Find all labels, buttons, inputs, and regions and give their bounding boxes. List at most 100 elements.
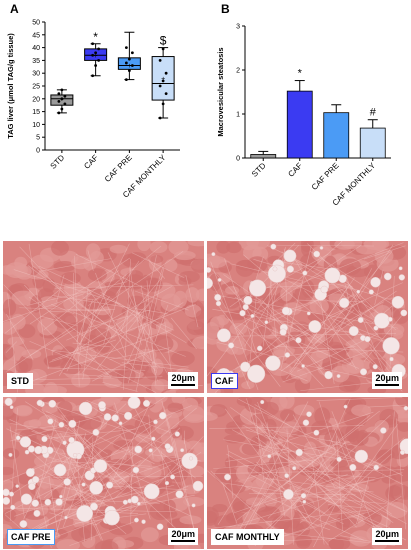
scale-bar: 20μm <box>372 372 402 389</box>
panel-b-letter: B <box>221 2 230 16</box>
fat-vacuole <box>191 503 196 508</box>
significance-marker: * <box>93 30 98 44</box>
y-tick-label: 1 <box>236 112 240 119</box>
data-point <box>161 47 165 51</box>
fat-vacuole <box>118 421 123 426</box>
fat-vacuole <box>302 419 310 426</box>
data-point <box>161 102 165 106</box>
fat-vacuole <box>159 411 167 420</box>
fat-vacuole <box>103 413 112 421</box>
fat-vacuole <box>211 252 216 257</box>
fat-vacuole <box>359 368 368 376</box>
fat-vacuole <box>148 448 153 453</box>
fat-vacuole <box>8 452 13 457</box>
fat-vacuole <box>286 265 294 273</box>
fat-vacuole <box>34 445 43 455</box>
fat-vacuole <box>250 314 255 318</box>
fat-vacuole <box>368 289 374 295</box>
x-tick-label: STD <box>49 153 67 171</box>
fat-vacuole <box>260 399 265 405</box>
fat-vacuole <box>320 285 329 294</box>
fat-vacuole <box>98 401 106 409</box>
fat-vacuole <box>130 495 139 504</box>
tissue-texture <box>207 241 408 393</box>
y-tick-label: 20 <box>32 96 40 103</box>
fat-vacuole <box>68 436 75 444</box>
fat-vacuole <box>339 297 350 309</box>
mean-marker: + <box>127 63 131 70</box>
fat-vacuole <box>215 300 222 307</box>
fat-vacuole <box>68 419 77 428</box>
fat-vacuole <box>15 435 21 441</box>
fat-vacuole <box>25 468 35 477</box>
micrograph-label: CAF PRE <box>7 529 55 545</box>
fat-vacuole <box>306 411 312 417</box>
fat-vacuole <box>398 274 405 281</box>
fat-vacuole <box>373 464 380 471</box>
steatosis-bar-chart: 0 1 2 3 Macrovesicular steatosis STD * CAF CAF P… <box>216 24 391 208</box>
fat-vacuole <box>239 310 246 317</box>
fat-vacuole <box>398 266 403 271</box>
fat-vacuole <box>279 328 287 336</box>
fat-vacuole <box>284 473 290 479</box>
data-point <box>60 88 64 92</box>
fat-vacuole <box>389 356 394 362</box>
y-tick-label: 3 <box>236 24 240 31</box>
micrograph-std: STD 20μm <box>3 241 204 393</box>
fat-vacuole <box>240 361 251 373</box>
data-point <box>57 111 61 115</box>
fat-vacuole <box>9 405 14 410</box>
scale-bar: 20μm <box>168 372 198 389</box>
fat-vacuole <box>357 317 364 323</box>
fat-vacuole <box>15 484 20 488</box>
data-point <box>124 78 128 81</box>
fat-vacuole <box>319 246 324 250</box>
fat-vacuole <box>24 449 30 455</box>
data-point <box>60 107 64 111</box>
fat-vacuole <box>256 345 263 352</box>
fat-vacuole <box>10 504 16 510</box>
fat-vacuole <box>76 505 94 522</box>
fat-vacuole <box>78 401 93 416</box>
fat-vacuole <box>336 456 342 462</box>
fat-vacuole <box>180 448 185 453</box>
fat-vacuole <box>124 411 133 420</box>
fat-vacuole <box>44 498 52 506</box>
data-point <box>124 61 128 65</box>
bar <box>286 90 313 159</box>
significance-marker: # <box>370 107 377 119</box>
fat-vacuole <box>354 449 368 464</box>
fat-vacuole <box>302 499 307 504</box>
fat-vacuole <box>132 466 140 474</box>
scale-bar: 20μm <box>372 528 402 545</box>
fat-vacuole <box>127 397 141 409</box>
data-point <box>91 53 95 57</box>
fat-vacuole <box>122 499 128 505</box>
fat-vacuole <box>264 320 269 325</box>
fat-vacuole <box>59 494 63 499</box>
data-point <box>161 79 165 83</box>
fat-vacuole <box>141 519 146 524</box>
x-tick-label: CAF PRE <box>310 161 341 192</box>
y-tick-label: 10 <box>32 122 40 129</box>
data-point <box>130 51 134 55</box>
y-tick-label: 40 <box>32 45 40 52</box>
fat-vacuole <box>164 443 171 450</box>
fat-vacuole <box>403 405 408 411</box>
bar <box>359 127 386 159</box>
fat-vacuole <box>343 404 348 409</box>
tag-liver-box-chart: 0 5 10 15 20 25 30 35 40 45 50 TAG liver (μmol TAG/… <box>6 20 180 200</box>
fat-vacuole <box>302 270 308 276</box>
significance-marker: * <box>298 68 303 80</box>
y-tick-label: 0 <box>36 148 40 155</box>
data-point <box>57 92 61 96</box>
data-point <box>124 46 128 49</box>
fat-vacuole <box>36 399 43 407</box>
fat-vacuole <box>281 306 291 316</box>
fat-vacuole <box>308 320 322 333</box>
fat-vacuole <box>387 316 393 322</box>
data-point <box>164 71 168 75</box>
data-point <box>97 59 101 62</box>
fat-vacuole <box>106 481 114 489</box>
y-tick-label: 2 <box>236 68 240 75</box>
